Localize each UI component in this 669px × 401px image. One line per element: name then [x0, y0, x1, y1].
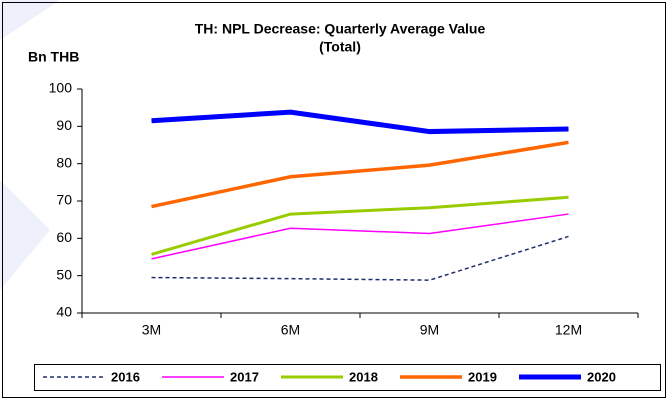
- chart-subtitle: (Total): [319, 39, 361, 55]
- y-axis-label: Bn THB: [28, 49, 79, 65]
- y-tick-label: 100: [49, 80, 73, 96]
- series-line: [151, 109, 569, 135]
- y-tick-label: 70: [56, 192, 72, 208]
- y-tick-label: 80: [56, 154, 72, 170]
- chart-title: TH: NPL Decrease: Quarterly Average Valu…: [195, 21, 486, 37]
- series-line: [151, 213, 569, 260]
- legend-box: [34, 364, 661, 391]
- y-tick-label: 90: [56, 117, 72, 133]
- x-tick-label: 6M: [281, 322, 300, 338]
- series-line: [151, 195, 569, 256]
- y-tick-label: 40: [56, 304, 72, 320]
- series-line: [151, 235, 569, 281]
- x-tick-label: 3M: [142, 322, 161, 338]
- y-tick-label: 60: [56, 229, 72, 245]
- legend-label: 2016: [111, 369, 140, 384]
- legend-label: 2019: [468, 369, 497, 384]
- legend-label: 2020: [587, 369, 616, 384]
- x-tick-label: 9M: [420, 322, 439, 338]
- x-tick-label: 12M: [555, 322, 582, 338]
- background-shape: [0, 0, 60, 40]
- legend-label: 2018: [349, 369, 378, 384]
- series-line: [151, 140, 569, 209]
- background-shape: [0, 180, 50, 290]
- legend-label: 2017: [230, 369, 259, 384]
- y-tick-label: 50: [56, 266, 72, 282]
